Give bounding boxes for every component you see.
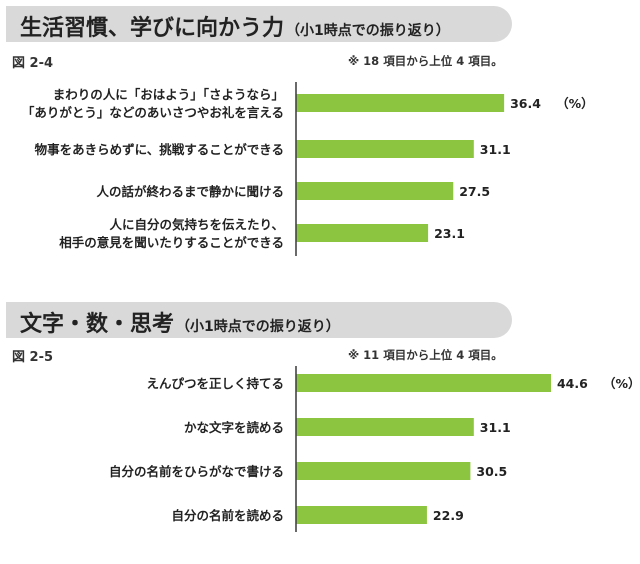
value-label: 23.1 [434,226,465,241]
unit-label: （%） [556,96,594,111]
figure-note: ※ 18 項目から上位 4 項目。 [348,54,503,68]
category-label: かな文字を読める [184,420,284,435]
unit-label: （%） [603,376,640,391]
value-label: 30.5 [476,464,507,479]
value-label: 31.1 [480,420,511,435]
figure-label: 図 2-5 [12,350,54,365]
bar-chart-lifestyle: 36.4 （%） まわりの人に「おはよう」「さようなら」「ありがとう」などのあいさつ… [22,82,594,256]
section-header: 生活習慣、学びに向かう力 （小1時点での振り返り） [6,6,512,42]
value-label: 22.9 [433,508,464,523]
category-label: 「ありがとう」などのあいさつやお礼を言える [22,105,284,120]
bar [296,506,427,524]
category-label: 人に自分の気持ちを伝えたり、 [109,217,284,232]
section-title-text: 文字・数・思考 [20,312,175,337]
bar [296,374,551,392]
category-label: まわりの人に「おはよう」「さようなら」 [53,87,284,102]
category-label: 相手の意見を聞いたりすることができる [59,235,284,250]
category-label: えんぴつを正しく持てる [146,376,284,391]
section-header: 文字・数・思考 （小1時点での振り返り） [6,302,512,338]
category-label: 物事をあきらめずに、挑戦することができる [35,142,284,157]
bar [296,224,429,242]
figure-label: 図 2-4 [12,56,54,71]
bar [296,140,474,158]
bar [296,94,505,112]
value-label: 31.1 [480,142,511,157]
section-subtitle: （小1時点での振り返り） [286,23,450,39]
section-title: 文字・数・思考 （小1時点での振り返り） [20,306,340,338]
value-label: 27.5 [459,184,490,199]
bar [296,462,471,480]
figure-note: ※ 11 項目から上位 4 項目。 [348,348,503,362]
category-label: 自分の名前を読める [171,508,284,523]
section-title-text: 生活習慣、学びに向かう力 [20,16,285,41]
value-label: 44.6 [557,376,588,391]
bar [296,182,454,200]
bar-chart-literacy: 44.6 （%） えんぴつを正しく持てる 31.1 かな文字を読める 30.5 自分の名前を… [109,366,640,532]
section-title: 生活習慣、学びに向かう力 （小1時点での振り返り） [20,10,450,42]
category-label: 人の話が終わるまで静かに聞ける [96,184,284,199]
category-label: 自分の名前をひらがなで書ける [109,464,284,479]
bar [296,418,474,436]
value-label: 36.4 [510,96,541,111]
section-subtitle: （小1時点での振り返り） [176,319,340,335]
